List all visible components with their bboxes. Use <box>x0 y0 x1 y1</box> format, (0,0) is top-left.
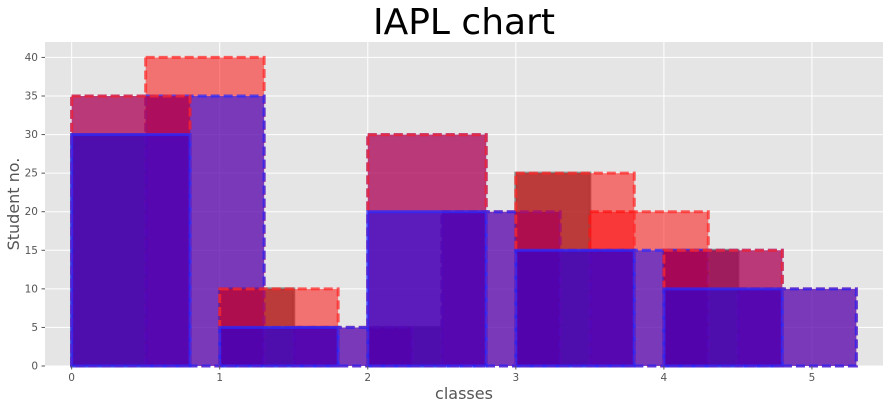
y-tick-label: 30 <box>25 129 38 141</box>
y-tick-label: 5 <box>31 322 38 334</box>
x-axis-label: classes <box>435 384 493 403</box>
x-tick-label: 2 <box>364 372 371 384</box>
bar <box>514 248 636 368</box>
bar-series <box>70 55 858 368</box>
y-tick-label: 20 <box>25 206 38 218</box>
bar <box>366 210 488 368</box>
y-axis-ticks: 0 5 10 15 20 25 30 35 40 <box>25 52 45 373</box>
bar <box>218 325 340 368</box>
x-tick-label: 4 <box>661 372 668 384</box>
y-tick-label: 10 <box>25 283 38 295</box>
series-5 <box>70 133 784 368</box>
y-tick-label: 40 <box>25 52 38 64</box>
y-tick-label: 0 <box>31 361 38 373</box>
y-tick-label: 35 <box>25 91 38 103</box>
chart-title: IAPL chart <box>373 2 555 43</box>
y-tick-label: 15 <box>25 245 38 257</box>
y-tick-label: 25 <box>25 168 38 180</box>
x-tick-label: 5 <box>809 372 816 384</box>
bar <box>662 287 784 368</box>
y-axis-label: Student no. <box>4 158 23 251</box>
x-tick-label: 1 <box>216 372 223 384</box>
x-axis-ticks: 0 1 2 3 4 5 <box>68 366 815 384</box>
x-tick-label: 0 <box>68 372 75 384</box>
bar <box>70 133 192 368</box>
x-tick-label: 3 <box>512 372 519 384</box>
